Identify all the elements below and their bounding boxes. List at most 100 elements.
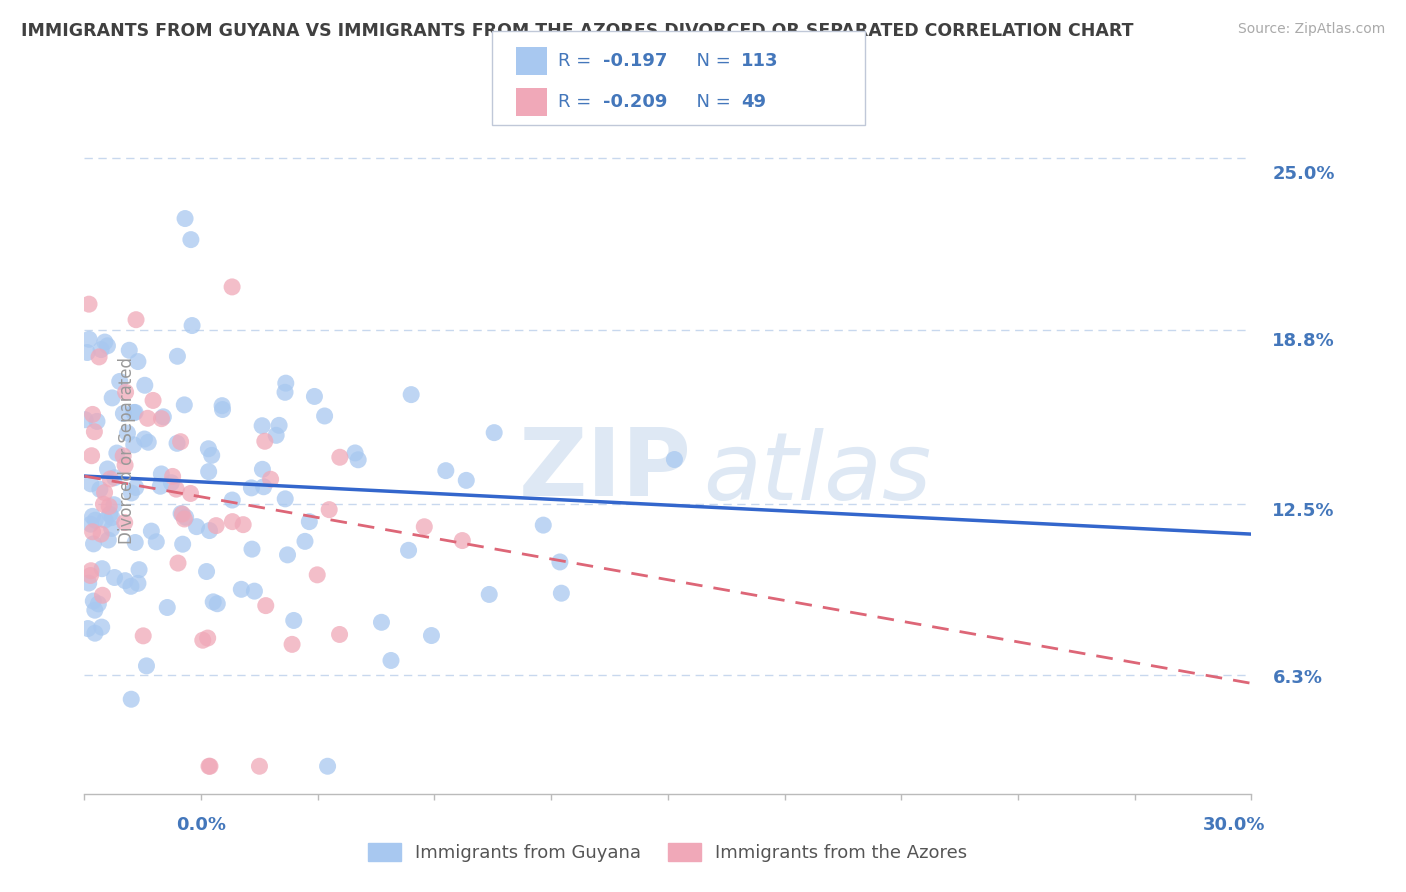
Point <box>398 543 420 558</box>
Point <box>420 628 443 642</box>
Point <box>120 692 142 706</box>
Point <box>80 476 103 491</box>
Point <box>253 434 276 449</box>
Point <box>142 393 165 408</box>
Point <box>191 633 214 648</box>
Point <box>380 653 402 667</box>
Point <box>269 418 291 433</box>
Point <box>165 482 187 496</box>
Point <box>231 582 253 597</box>
Point <box>83 537 105 551</box>
Point <box>80 449 103 463</box>
Point <box>120 579 142 593</box>
Text: 113: 113 <box>741 52 779 70</box>
Point <box>134 432 156 446</box>
Point <box>451 533 474 548</box>
Point <box>198 759 221 773</box>
Point <box>207 597 229 611</box>
Point <box>94 334 117 349</box>
Point <box>274 385 297 400</box>
Point <box>314 409 336 423</box>
Point <box>86 414 108 428</box>
Point <box>166 349 188 363</box>
Point <box>94 513 117 527</box>
Point <box>128 563 150 577</box>
Text: N =: N = <box>685 93 737 111</box>
Point <box>135 658 157 673</box>
Point <box>125 312 148 326</box>
Point <box>172 537 194 551</box>
Point <box>84 626 107 640</box>
Point <box>82 509 104 524</box>
Point <box>370 615 392 630</box>
Point <box>173 512 195 526</box>
Point <box>79 517 101 532</box>
Point <box>531 518 554 533</box>
Point <box>307 567 329 582</box>
Point <box>298 515 321 529</box>
Point <box>205 518 228 533</box>
Point <box>197 631 219 645</box>
Point <box>283 614 305 628</box>
Point <box>399 387 422 401</box>
Point <box>105 446 128 460</box>
Point <box>304 389 326 403</box>
Legend: Immigrants from Guyana, Immigrants from the Azores: Immigrants from Guyana, Immigrants from … <box>361 836 974 870</box>
Point <box>90 527 112 541</box>
Point <box>83 603 105 617</box>
Point <box>259 472 281 486</box>
Point <box>174 211 197 226</box>
Point <box>197 465 219 479</box>
Point <box>132 629 155 643</box>
Point <box>127 576 149 591</box>
Text: atlas: atlas <box>703 428 931 519</box>
Point <box>211 399 233 413</box>
Point <box>149 479 172 493</box>
Point <box>253 480 276 494</box>
Point <box>550 586 572 600</box>
Point <box>117 426 139 441</box>
Point <box>249 759 271 773</box>
Point <box>160 475 183 490</box>
Text: Divorced or Separated: Divorced or Separated <box>118 357 135 544</box>
Point <box>96 462 118 476</box>
Text: 49: 49 <box>741 93 766 111</box>
Point <box>240 542 263 557</box>
Point <box>329 627 352 641</box>
Point <box>221 515 243 529</box>
Point <box>90 620 112 634</box>
Point <box>98 472 121 486</box>
Point <box>114 516 136 530</box>
Point <box>82 594 104 608</box>
Point <box>124 405 146 419</box>
Text: 6.3%: 6.3% <box>1272 669 1323 687</box>
Point <box>82 408 104 422</box>
Point <box>174 510 197 524</box>
Point <box>93 485 115 500</box>
Point <box>170 507 193 521</box>
Point <box>180 486 202 500</box>
Point <box>211 402 233 417</box>
Text: 18.8%: 18.8% <box>1272 333 1336 351</box>
Point <box>122 405 145 419</box>
Text: 25.0%: 25.0% <box>1272 165 1334 184</box>
Point <box>76 345 98 359</box>
Point <box>478 587 501 601</box>
Point <box>101 391 124 405</box>
Point <box>232 517 254 532</box>
Point <box>125 480 148 494</box>
Point <box>93 497 115 511</box>
Point <box>141 524 163 538</box>
Point <box>281 637 304 651</box>
Point <box>221 280 243 294</box>
Point <box>84 513 107 527</box>
Text: ZIP: ZIP <box>519 424 692 516</box>
Point <box>108 375 131 389</box>
Point <box>136 411 159 425</box>
Text: 12.5%: 12.5% <box>1272 502 1334 520</box>
Point <box>91 562 114 576</box>
Point <box>318 502 340 516</box>
Point <box>150 467 173 481</box>
Point <box>329 450 352 465</box>
Point <box>82 524 104 539</box>
